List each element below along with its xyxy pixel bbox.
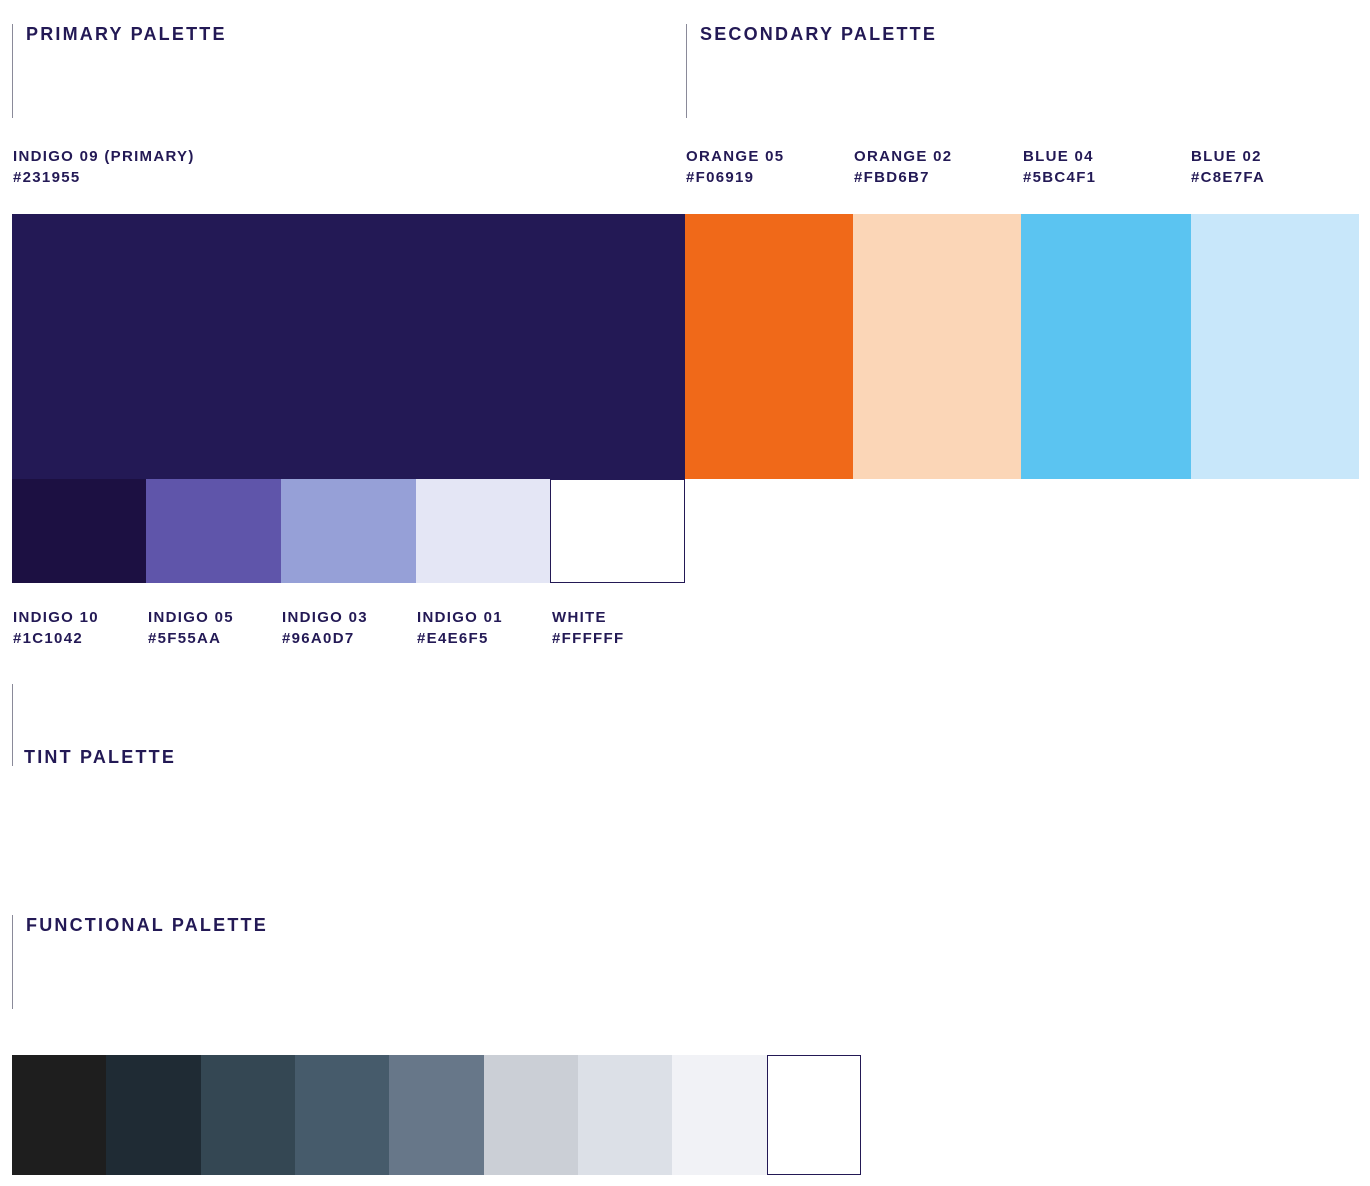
shade-name: INDIGO 01: [417, 609, 503, 626]
swatch-indigo-10: [12, 479, 146, 583]
swatch-orange-02: [853, 214, 1021, 479]
shade-name: WHITE: [552, 609, 607, 626]
functional-swatch: [483, 1055, 579, 1175]
primary-main-hex: #231955: [13, 169, 81, 186]
secondary-label-blue-02: BLUE 02 #C8E7FA: [1191, 146, 1265, 188]
secondary-palette-title: SECONDARY PALETTE: [700, 24, 938, 44]
secondary-hex: #FBD6B7: [854, 169, 930, 186]
shade-label-indigo-05: INDIGO 05 #5F55AA: [148, 607, 234, 649]
swatch-blue-04: [1021, 214, 1191, 479]
secondary-hex: #F06919: [686, 169, 755, 186]
secondary-name: BLUE 02: [1191, 148, 1262, 165]
shade-hex: #E4E6F5: [417, 630, 489, 647]
swatch-orange-05: [685, 214, 853, 479]
shade-label-white: WHITE #FFFFFF: [552, 607, 624, 649]
functional-swatch: [12, 1055, 107, 1175]
functional-swatch: [200, 1055, 296, 1175]
shade-hex: #96A0D7: [282, 630, 355, 647]
primary-palette-header: PRIMARY PALETTE: [12, 24, 224, 118]
secondary-hex: #C8E7FA: [1191, 169, 1266, 186]
swatch-indigo-03: [281, 479, 416, 583]
tint-palette-title: TINT PALETTE: [24, 747, 177, 767]
functional-swatch: [672, 1055, 768, 1175]
shade-name: INDIGO 05: [148, 609, 234, 626]
shade-hex: #5F55AA: [148, 630, 222, 647]
shade-hex: #FFFFFF: [552, 630, 625, 647]
shade-name: INDIGO 10: [13, 609, 99, 626]
secondary-name: ORANGE 02: [854, 148, 953, 165]
tint-palette-header: TINT PALETTE: [12, 684, 174, 767]
secondary-palette-header: SECONDARY PALETTE: [686, 24, 935, 118]
functional-palette-title: FUNCTIONAL PALETTE: [26, 915, 268, 935]
shade-name: INDIGO 03: [282, 609, 368, 626]
swatch-indigo-01: [416, 479, 550, 583]
shade-label-indigo-03: INDIGO 03 #96A0D7: [282, 607, 368, 649]
secondary-name: BLUE 04: [1023, 148, 1094, 165]
functional-swatch: [295, 1055, 390, 1175]
functional-swatch: [106, 1055, 202, 1175]
secondary-label-orange-05: ORANGE 05 #F06919: [686, 146, 784, 188]
swatch-indigo-09: [12, 214, 685, 479]
secondary-name: ORANGE 05: [686, 148, 785, 165]
swatch-blue-02: [1191, 214, 1359, 479]
functional-swatch: [389, 1055, 485, 1175]
primary-palette-title: PRIMARY PALETTE: [26, 24, 227, 44]
shade-label-indigo-10: INDIGO 10 #1C1042: [13, 607, 99, 649]
primary-main-label: INDIGO 09 (PRIMARY) #231955: [13, 146, 195, 188]
shade-label-indigo-01: INDIGO 01 #E4E6F5: [417, 607, 503, 649]
functional-palette-header: FUNCTIONAL PALETTE: [12, 915, 266, 1009]
functional-swatch: [578, 1055, 673, 1175]
secondary-hex: #5BC4F1: [1023, 169, 1097, 186]
functional-swatch: [766, 1055, 861, 1175]
swatch-white: [550, 479, 685, 583]
shade-hex: #1C1042: [13, 630, 83, 647]
swatch-indigo-05: [146, 479, 281, 583]
secondary-label-orange-02: ORANGE 02 #FBD6B7: [854, 146, 952, 188]
primary-main-name: INDIGO 09 (PRIMARY): [13, 148, 195, 165]
secondary-label-blue-04: BLUE 04 #5BC4F1: [1023, 146, 1096, 188]
functional-swatch-row: [12, 1055, 861, 1175]
